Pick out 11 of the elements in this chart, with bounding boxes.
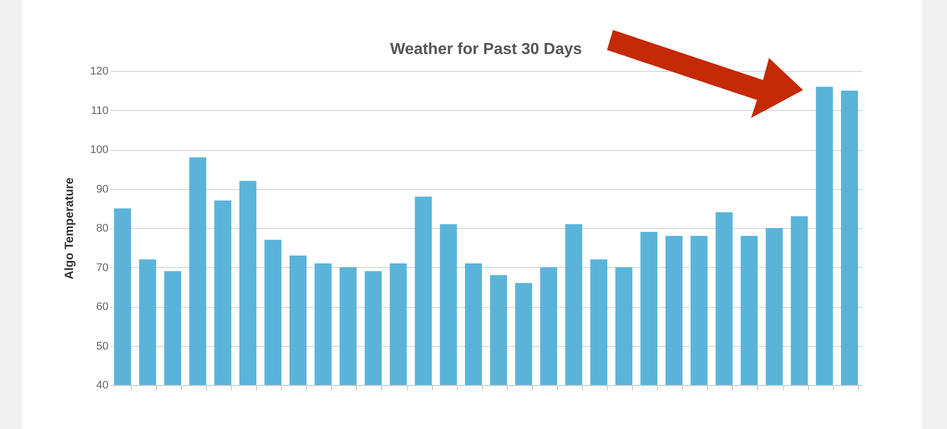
y-tick-label: 120 xyxy=(90,66,108,78)
y-tick-label: 70 xyxy=(96,262,108,274)
y-tick-label: 60 xyxy=(96,301,108,313)
y-tick-label: 40 xyxy=(96,380,108,392)
y-tick-label: 90 xyxy=(96,183,108,196)
y-tick-label: 110 xyxy=(90,104,108,117)
chart-title: Weather for Past 30 Days xyxy=(390,41,582,58)
y-axis-title: Algo Temperature xyxy=(62,177,76,280)
y-tick-label: 80 xyxy=(96,222,108,234)
y-tick-label: 100 xyxy=(90,144,108,156)
y-tick-label: 50 xyxy=(96,340,108,352)
